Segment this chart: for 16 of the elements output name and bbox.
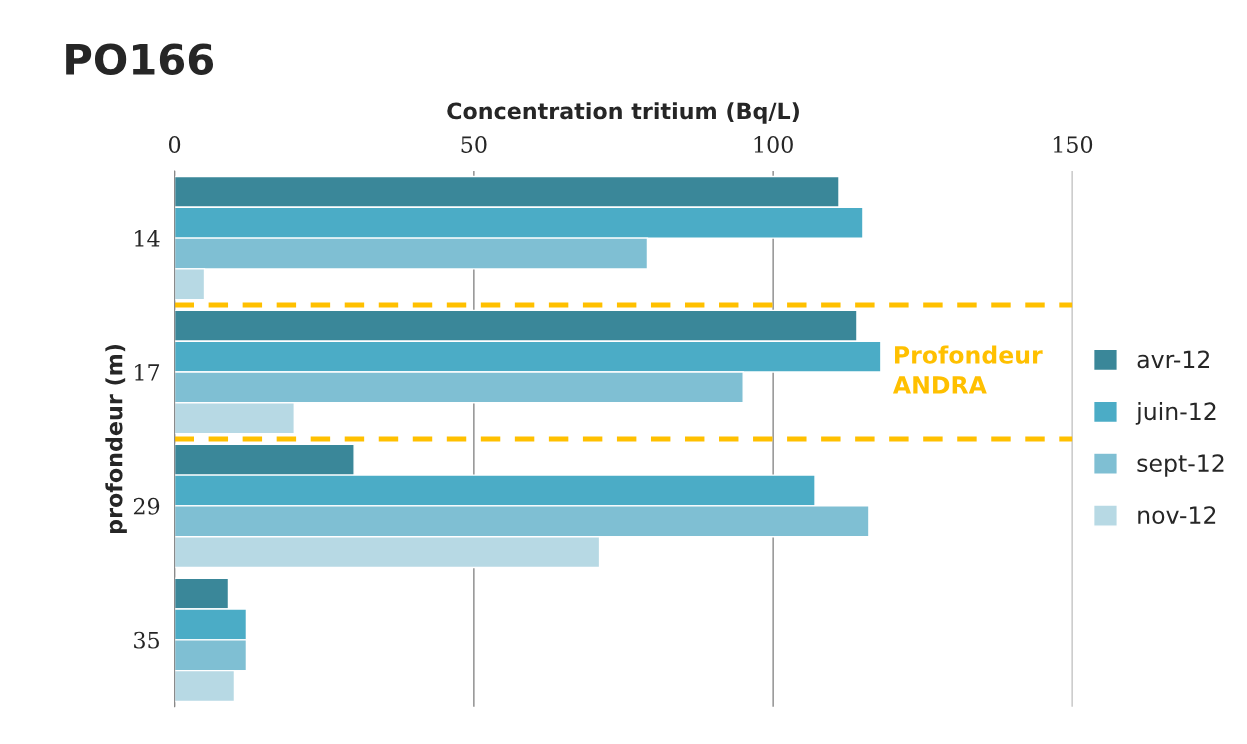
annotation: Profondeur ANDRA bbox=[892, 345, 1043, 394]
y-tick-label: 35 bbox=[134, 631, 159, 649]
x-tick-label: 150 bbox=[1053, 136, 1093, 153]
y-axis-title: profondeur (m) bbox=[105, 344, 127, 534]
legend-label: sept-12 bbox=[1137, 454, 1224, 477]
x-tick-label: 0 bbox=[168, 136, 181, 153]
legend-label: juin-12 bbox=[1135, 401, 1216, 425]
x-axis-title: Concentration tritium (Bq/L) bbox=[447, 102, 799, 124]
y-tick-label: 29 bbox=[133, 497, 160, 515]
legend-label: avr-12 bbox=[1137, 350, 1210, 369]
chart-title: PO166 bbox=[66, 43, 214, 75]
y-tick-label: 17 bbox=[135, 363, 160, 381]
x-tick-label: 50 bbox=[461, 136, 487, 153]
legend-label: nov-12 bbox=[1138, 506, 1216, 525]
x-tick-label: 100 bbox=[754, 136, 793, 153]
y-tick-label: 14 bbox=[135, 230, 160, 247]
